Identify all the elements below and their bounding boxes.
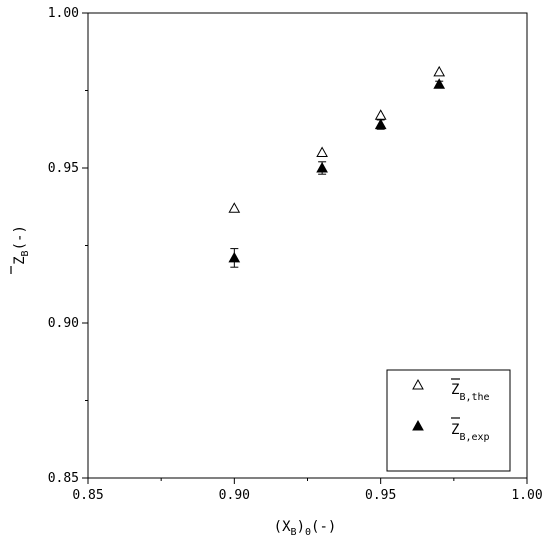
data-point-exp	[228, 251, 241, 263]
data-marks	[228, 65, 446, 268]
legend-entry-the: ZB,the	[412, 378, 490, 403]
x-tick-label: 0.95	[365, 488, 396, 503]
legend-filled-triangle-icon	[412, 419, 424, 431]
y-tick-label: 0.85	[48, 471, 79, 486]
x-axis-label: (XB)0(-)	[274, 519, 337, 538]
data-point-the	[316, 146, 328, 157]
data-point-exp	[316, 161, 328, 173]
y-axis-label-symbol: Z	[12, 256, 28, 264]
data-point-the	[433, 65, 446, 77]
axis-ticks: 0.85 0.90 0.95 1.00 0.85 0.90 0.95 1.00	[48, 6, 543, 503]
data-point-the	[374, 109, 387, 120]
x-tick-label: 1.00	[511, 488, 542, 503]
y-axis-label: ZB(-)	[12, 225, 31, 265]
legend-box	[386, 369, 511, 472]
legend-label-exp: ZB,exp	[451, 422, 490, 443]
x-tick-label: 0.85	[72, 488, 103, 503]
data-point-the	[228, 202, 241, 213]
legend: ZB,the ZB,exp	[386, 369, 511, 472]
x-tick-label: 0.90	[219, 488, 250, 503]
legend-label-the: ZB,the	[451, 382, 490, 403]
legend-open-triangle-icon	[412, 378, 424, 390]
data-point-exp	[374, 118, 387, 130]
y-tick-label: 1.00	[48, 6, 79, 21]
y-tick-label: 0.90	[48, 316, 79, 331]
legend-entry-exp: ZB,exp	[412, 417, 490, 443]
y-tick-label: 0.95	[48, 161, 79, 176]
data-point-exp	[433, 78, 446, 89]
